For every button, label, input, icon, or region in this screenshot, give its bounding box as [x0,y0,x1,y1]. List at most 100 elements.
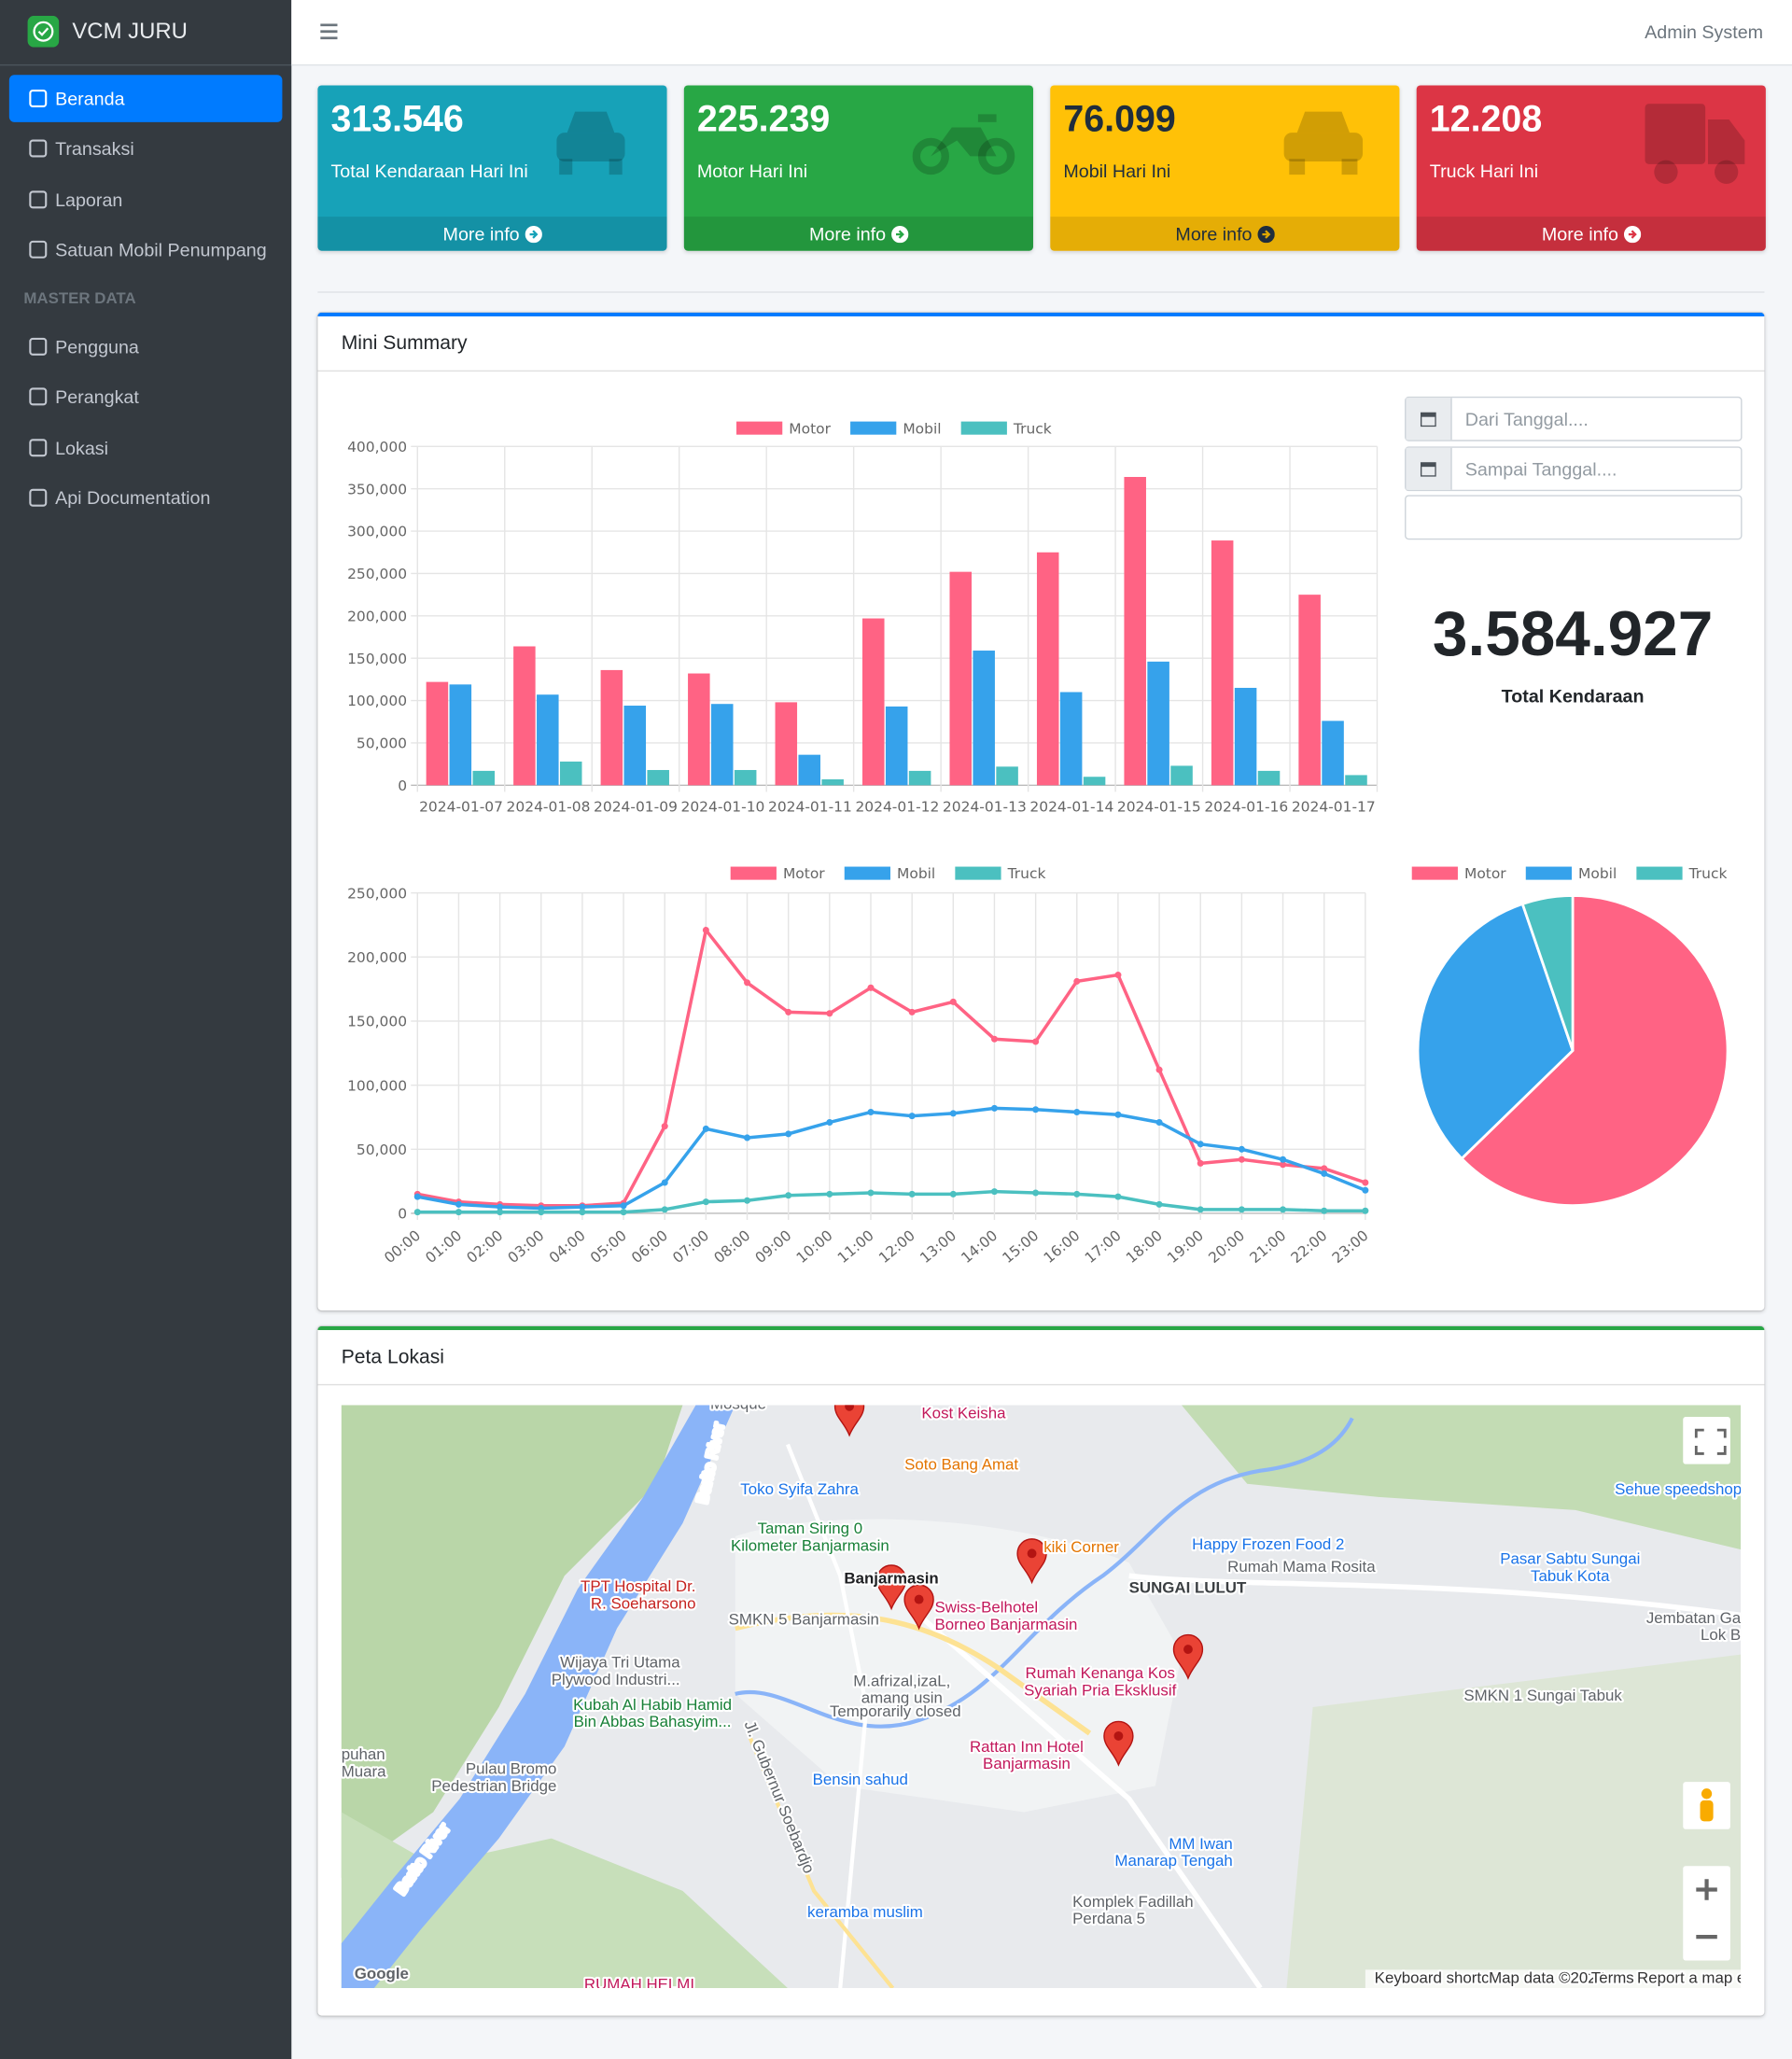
box-icon [1279,104,1384,191]
map-label: Syariah Pria Eksklusif [1024,1681,1176,1699]
map-label: Rattan Inn Hotel [970,1738,1084,1756]
map-label: Soto Bang Amat [904,1455,1018,1473]
map-label: Bensin sahud [813,1771,908,1788]
menu-item[interactable]: Beranda [8,75,283,122]
box-value: 76.099 [1063,98,1176,140]
map-brand: Google [355,1965,409,1982]
box-label: Mobil Hari Ini [1063,160,1171,182]
box-icon [1645,104,1750,191]
placeholder: Dari Tanggal.... [1464,408,1589,430]
map-pin-dot [1183,1645,1193,1654]
menu-item[interactable]: Lokasi [9,424,283,471]
map-label: Taman Siring 0 [758,1520,863,1537]
map-footer-text: Map data ©2024 [1489,1968,1605,1986]
map-label: Pasar Sabtu Sungai [1500,1550,1640,1568]
info-box: 12.208 Truck Hari Ini More info [1416,85,1766,251]
map-pin-dot [887,1575,896,1585]
menu-item[interactable]: Api Documentation [9,474,283,522]
map-footer [1365,1969,1742,1989]
menu-label: Lokasi [55,437,108,459]
menu-item[interactable]: Pengguna [9,323,283,371]
menu-label: Api Documentation [55,486,211,509]
map-label: Kilometer Banjarmasin [731,1537,889,1555]
map-label: Pedestrian Bridge [431,1777,556,1795]
brand-name: VCM JURU [72,18,188,44]
map-label: Jembatan Ga [1646,1609,1741,1627]
map-label: Rumah Mama Rosita [1227,1558,1376,1576]
menu-label: Perangkat [55,385,139,408]
box-label: Total Kendaraan Hari Ini [330,160,528,182]
brand[interactable]: VCM JURU [0,0,292,66]
menu-label: Satuan Mobil Penumpang [55,239,267,260]
menu-item[interactable]: Transaksi [9,125,283,173]
map-label: kiki Corner [1043,1538,1119,1556]
map-label: Perdana 5 [1072,1910,1145,1927]
date-from[interactable]: Dari Tanggal.... [1405,396,1743,441]
menu-item[interactable]: Laporan [9,176,283,224]
map-label: amang usin [861,1689,943,1707]
card-title: Peta Lokasi [341,1346,444,1368]
map-label: Toko Syifa Zahra [740,1480,859,1498]
menu-toggle[interactable] [320,23,338,40]
map-label: Swiss-Belhotel [934,1599,1038,1617]
menu-item[interactable]: Perangkat [9,373,283,421]
map-label: Rumah Kenanga Kos [1026,1664,1175,1682]
map-label: M.afrizal,izaL, [853,1672,950,1689]
map-label: Banjarmasin [844,1570,938,1588]
map[interactable]: Kost Keisha Soto Bang Amat Toko Syifa Zahr… [341,1405,1742,1989]
section-header: MASTER DATA [23,288,136,308]
map-label: Happy Frozen Food 2 [1192,1535,1344,1553]
box-value: 313.546 [330,98,464,140]
map-label: Sehue speedshop [1615,1480,1741,1498]
map-pin[interactable] [1103,1720,1134,1767]
info-box: 225.239 Motor Hari Ini More info [683,85,1033,251]
box-footer[interactable]: More info [683,217,1033,251]
card-header: Peta Lokasi [317,1330,1765,1386]
map-pin[interactable] [1172,1633,1204,1680]
map-footer-text[interactable]: Report a map error [1635,1967,1741,1988]
date-to[interactable]: Sampai Tanggal.... [1405,446,1743,492]
box-label: Motor Hari Ini [696,160,808,182]
map-label: RUMAH HELMI [584,1975,694,1988]
box-footer[interactable]: More info [317,217,667,251]
menu-item[interactable]: Satuan Mobil Penumpang [9,226,283,273]
map-label: Temporarily closed [830,1702,961,1720]
menu-label: Transaksi [55,137,134,160]
brand-logo [27,15,60,48]
map-footer-text[interactable]: Keyboard shortcuts [1373,1967,1513,1988]
map-label: MM Iwan [1169,1835,1232,1853]
info-box: 76.099 Mobil Hari Ini More info [1050,85,1400,251]
more-info: More info [808,223,887,245]
total-value: 3.584.927 [1432,599,1714,670]
menu-label: Pengguna [55,336,139,357]
map-pin-dot [914,1594,924,1604]
box-icon [912,104,1018,191]
map-label: TPT Hospital Dr. [581,1577,695,1595]
more-info: More info [442,223,520,245]
map-pin[interactable] [903,1584,934,1631]
box-footer[interactable]: More info [1050,217,1400,251]
card-title: Mini Summary [341,331,468,355]
map-pin[interactable] [1016,1538,1047,1585]
map-pin[interactable] [833,1405,865,1437]
topbar: Admin System [291,0,1792,66]
map-label: SUNGAI LULUT [1129,1579,1247,1597]
submit-field[interactable] [1405,495,1743,540]
map-label: Kost Keisha [921,1405,1006,1422]
map-footer-text[interactable]: Terms [1589,1967,1636,1988]
map-label: SMKN 1 Sungai Tabuk [1463,1687,1622,1704]
box-footer[interactable]: More info [1416,217,1766,251]
map-label: Komplek Fadillah [1072,1893,1193,1911]
user-name[interactable]: Admin System [1645,21,1764,43]
more-info: More info [1175,223,1253,245]
sidebar: VCM JURU MASTER DATA [0,0,292,2059]
menu-label: Laporan [55,189,123,211]
total-label: Total Kendaraan [1501,685,1645,707]
box-label: Truck Hari Ini [1429,160,1539,182]
map-label: Tabuk Kota [1531,1567,1610,1585]
map-pin[interactable] [875,1564,907,1611]
map-label: Lok B [1701,1626,1741,1644]
box-icon [546,104,651,191]
map-label: Wijaya Tri Utama [560,1654,680,1672]
